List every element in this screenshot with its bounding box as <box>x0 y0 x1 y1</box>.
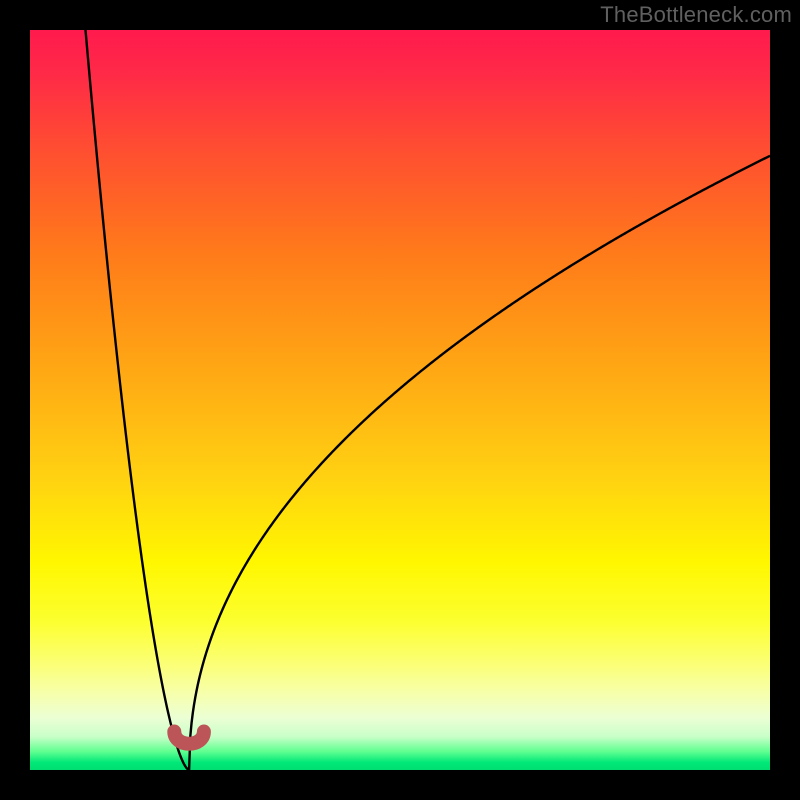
bottleneck-plot <box>30 30 770 770</box>
chart-stage: TheBottleneck.com <box>0 0 800 800</box>
watermark-label: TheBottleneck.com <box>600 2 792 28</box>
gradient-bg <box>30 30 770 770</box>
